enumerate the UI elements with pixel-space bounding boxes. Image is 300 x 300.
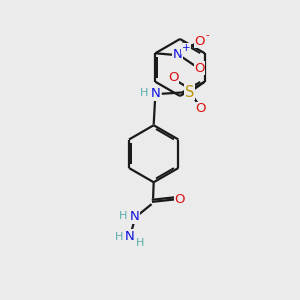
Text: N: N [130,210,140,223]
Text: O: O [168,71,178,84]
Text: N: N [173,48,183,61]
Text: S: S [185,85,194,100]
Text: O: O [194,62,205,75]
Text: H: H [119,211,127,221]
Text: N: N [150,87,160,100]
Text: N: N [125,230,135,243]
Text: O: O [175,193,185,206]
Text: H: H [140,88,148,98]
Text: +: + [182,43,190,53]
Text: H: H [114,232,123,242]
Text: O: O [195,102,206,115]
Text: O: O [194,35,205,48]
Text: -: - [206,30,210,40]
Text: H: H [135,238,144,248]
